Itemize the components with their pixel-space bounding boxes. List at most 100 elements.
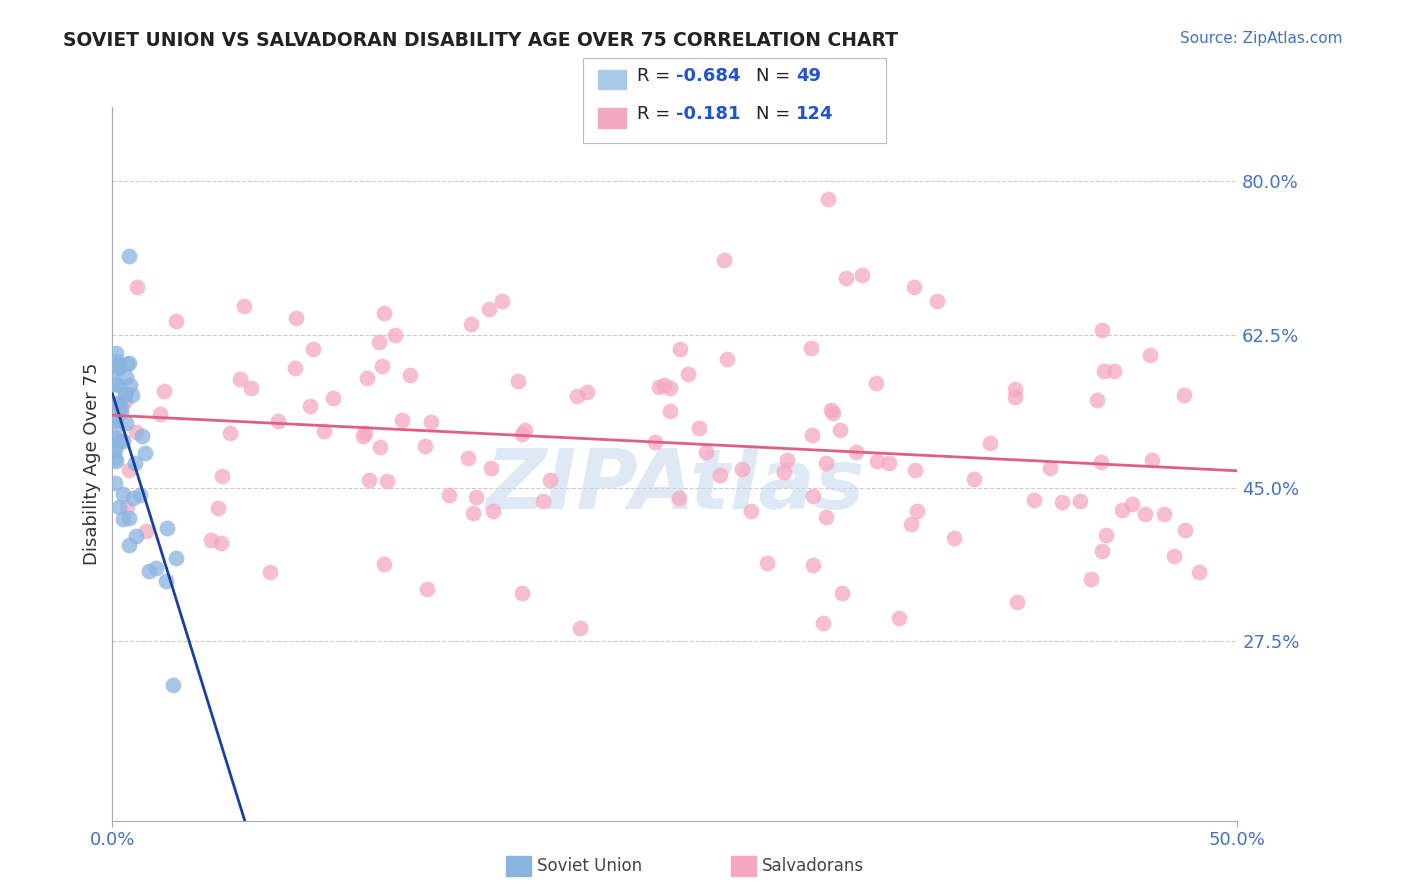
Point bbox=[1080, 572, 1102, 586]
Point bbox=[962, 472, 984, 486]
Point bbox=[851, 268, 873, 283]
Point bbox=[658, 404, 681, 418]
Point bbox=[134, 446, 156, 460]
Point bbox=[942, 531, 965, 545]
Point bbox=[668, 491, 690, 506]
Point bbox=[129, 487, 152, 501]
Point bbox=[510, 586, 533, 600]
Point bbox=[740, 504, 762, 518]
Point bbox=[644, 435, 666, 450]
Text: 49: 49 bbox=[796, 67, 821, 85]
Point bbox=[312, 425, 335, 439]
Point bbox=[1174, 523, 1197, 537]
Point bbox=[1163, 549, 1185, 563]
Point bbox=[165, 551, 187, 566]
Point bbox=[322, 391, 344, 405]
Point bbox=[772, 466, 794, 480]
Point bbox=[104, 395, 127, 409]
Point bbox=[889, 611, 911, 625]
Point bbox=[652, 377, 675, 392]
Y-axis label: Disability Age Over 75: Disability Age Over 75 bbox=[83, 362, 101, 566]
Point bbox=[131, 429, 153, 443]
Point bbox=[1135, 507, 1157, 521]
Point bbox=[1121, 497, 1143, 511]
Point bbox=[845, 445, 868, 459]
Text: R =: R = bbox=[637, 105, 676, 123]
Point bbox=[510, 427, 533, 442]
Point bbox=[713, 253, 735, 268]
Point bbox=[239, 381, 262, 395]
Point bbox=[232, 299, 254, 313]
Point bbox=[1104, 364, 1126, 378]
Point bbox=[114, 387, 136, 401]
Point bbox=[835, 271, 858, 285]
Text: -0.684: -0.684 bbox=[676, 67, 741, 85]
Point bbox=[165, 313, 187, 327]
Point bbox=[110, 400, 132, 414]
Point bbox=[207, 501, 229, 516]
Point bbox=[1050, 495, 1073, 509]
Point bbox=[800, 428, 823, 442]
Point bbox=[1094, 527, 1116, 541]
Point bbox=[925, 293, 948, 308]
Point bbox=[108, 397, 131, 411]
Point bbox=[115, 370, 138, 384]
Point bbox=[865, 376, 887, 390]
Point bbox=[302, 342, 325, 356]
Point bbox=[1091, 543, 1114, 558]
Point bbox=[1139, 348, 1161, 362]
Point bbox=[823, 406, 845, 420]
Point bbox=[118, 377, 141, 392]
Point bbox=[219, 425, 242, 440]
Point bbox=[114, 416, 136, 430]
Point bbox=[464, 491, 486, 505]
Point bbox=[398, 368, 420, 382]
Text: N =: N = bbox=[756, 105, 796, 123]
Point bbox=[368, 335, 391, 350]
Point bbox=[1024, 493, 1046, 508]
Point bbox=[658, 381, 681, 395]
Point bbox=[209, 535, 232, 549]
Point bbox=[373, 306, 395, 320]
Point bbox=[111, 512, 134, 526]
Point bbox=[375, 475, 398, 489]
Point bbox=[104, 376, 127, 391]
Point bbox=[1153, 507, 1175, 521]
Point bbox=[114, 393, 136, 408]
Point bbox=[1085, 393, 1108, 408]
Point bbox=[531, 494, 554, 508]
Point bbox=[285, 310, 308, 325]
Point bbox=[115, 500, 138, 514]
Point bbox=[1039, 461, 1062, 475]
Point bbox=[104, 450, 127, 465]
Point bbox=[229, 372, 252, 386]
Point bbox=[1090, 455, 1112, 469]
Point bbox=[479, 461, 502, 475]
Point bbox=[800, 341, 823, 355]
Point bbox=[811, 615, 834, 630]
Point bbox=[1188, 566, 1211, 580]
Point bbox=[200, 533, 222, 548]
Point bbox=[905, 503, 928, 517]
Point bbox=[866, 454, 889, 468]
Point bbox=[104, 409, 127, 423]
Point bbox=[1004, 390, 1026, 404]
Point bbox=[373, 557, 395, 571]
Point bbox=[831, 586, 853, 600]
Point bbox=[413, 439, 436, 453]
Point bbox=[354, 426, 377, 441]
Point bbox=[111, 434, 134, 448]
Point bbox=[648, 380, 671, 394]
Point bbox=[121, 387, 143, 401]
Point bbox=[457, 450, 479, 465]
Point bbox=[776, 453, 799, 467]
Point bbox=[879, 456, 901, 470]
Point bbox=[155, 574, 177, 589]
Point bbox=[156, 521, 179, 535]
Point bbox=[125, 528, 148, 542]
Point bbox=[420, 415, 443, 429]
Point bbox=[689, 421, 711, 435]
Text: 124: 124 bbox=[796, 105, 834, 123]
Point bbox=[801, 558, 824, 573]
Text: SOVIET UNION VS SALVADORAN DISABILITY AGE OVER 75 CORRELATION CHART: SOVIET UNION VS SALVADORAN DISABILITY AG… bbox=[63, 31, 898, 50]
